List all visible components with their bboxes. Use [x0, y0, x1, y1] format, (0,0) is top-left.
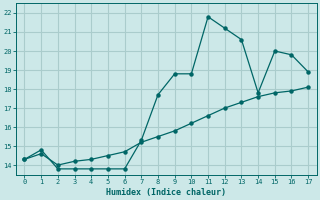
X-axis label: Humidex (Indice chaleur): Humidex (Indice chaleur)	[106, 188, 226, 197]
